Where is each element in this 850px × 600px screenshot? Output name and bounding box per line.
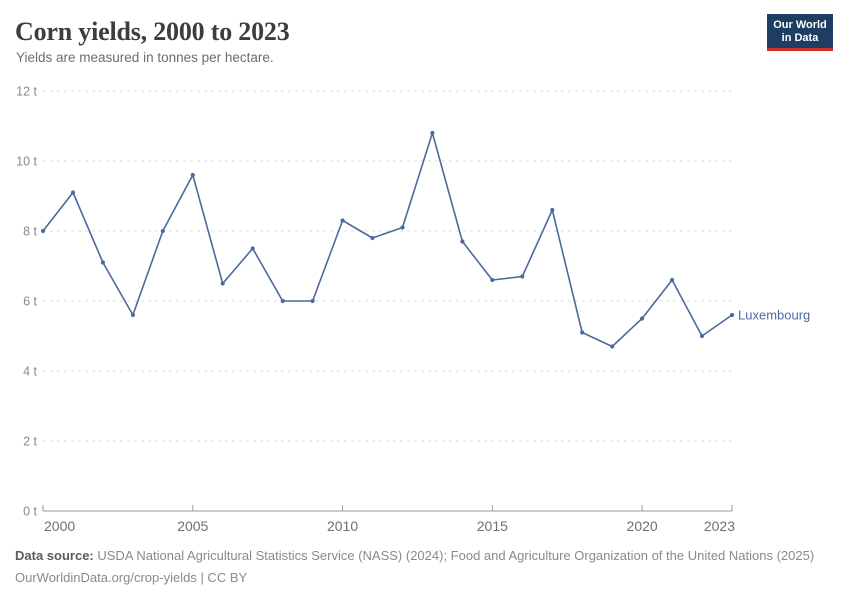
data-point-2021[interactable]: [670, 277, 675, 283]
data-point-2007[interactable]: [250, 246, 255, 251]
data-point-2008[interactable]: [280, 298, 285, 304]
data-point-2000[interactable]: [40, 228, 46, 234]
x-axis-tick-label: 2015: [477, 518, 508, 534]
y-axis-tick-label: 4 t: [23, 365, 37, 379]
x-axis-tick-label: 2010: [327, 518, 358, 534]
data-point-2001[interactable]: [70, 190, 76, 195]
data-point-2020[interactable]: [640, 316, 645, 321]
x-axis-tick-label: 2020: [627, 518, 658, 534]
data-point-2012[interactable]: [400, 225, 405, 230]
x-axis-tick-label: 2000: [44, 518, 75, 534]
y-axis-tick-label: 2 t: [23, 435, 37, 449]
data-point-2022[interactable]: [699, 333, 705, 339]
data-source-label: Data source:: [15, 548, 94, 563]
x-axis-tick-label: 2023: [704, 518, 735, 534]
owid-logo-line1: Our World: [773, 19, 827, 31]
y-axis-tick-label: 12 t: [16, 85, 37, 99]
data-point-2014[interactable]: [460, 239, 465, 244]
owid-logo-line2: in Data: [781, 32, 819, 44]
owid-logo[interactable]: Our World in Data: [767, 14, 833, 51]
data-point-2009[interactable]: [310, 298, 315, 304]
x-axis-tick-label: 2005: [177, 518, 208, 534]
data-source-line: Data source: USDA National Agricultural …: [15, 545, 835, 567]
data-point-2003[interactable]: [130, 312, 135, 318]
data-point-2018[interactable]: [580, 330, 585, 335]
license-link[interactable]: OurWorldinData.org/crop-yields | CC BY: [15, 570, 248, 585]
data-point-2006[interactable]: [220, 281, 225, 286]
data-point-2010[interactable]: [340, 218, 345, 223]
data-point-2016[interactable]: [520, 274, 525, 279]
chart-footer: Data source: USDA National Agricultural …: [15, 545, 835, 589]
chart-subtitle: Yields are measured in tonnes per hectar…: [16, 50, 274, 65]
data-point-2023[interactable]: [729, 312, 735, 318]
data-point-2013[interactable]: [430, 130, 435, 136]
data-point-2017[interactable]: [550, 207, 555, 213]
y-axis-tick-label: 0 t: [23, 505, 37, 519]
license-line: OurWorldinData.org/crop-yields | CC BY: [15, 567, 835, 589]
data-point-2011[interactable]: [370, 235, 375, 241]
data-point-2015[interactable]: [490, 277, 495, 283]
y-axis-tick-label: 8 t: [23, 225, 37, 239]
data-point-2005[interactable]: [190, 172, 195, 178]
data-point-2002[interactable]: [100, 260, 105, 265]
data-point-2004[interactable]: [160, 228, 165, 234]
data-point-2019[interactable]: [610, 344, 615, 349]
page-title: Corn yields, 2000 to 2023: [15, 17, 290, 46]
y-axis-tick-label: 6 t: [23, 295, 37, 309]
data-source-text: USDA National Agricultural Statistics Se…: [97, 548, 815, 563]
series-label-luxembourg[interactable]: Luxembourg: [738, 308, 810, 323]
y-axis-tick-label: 10 t: [16, 155, 37, 169]
data-line-luxembourg[interactable]: [42, 132, 733, 348]
